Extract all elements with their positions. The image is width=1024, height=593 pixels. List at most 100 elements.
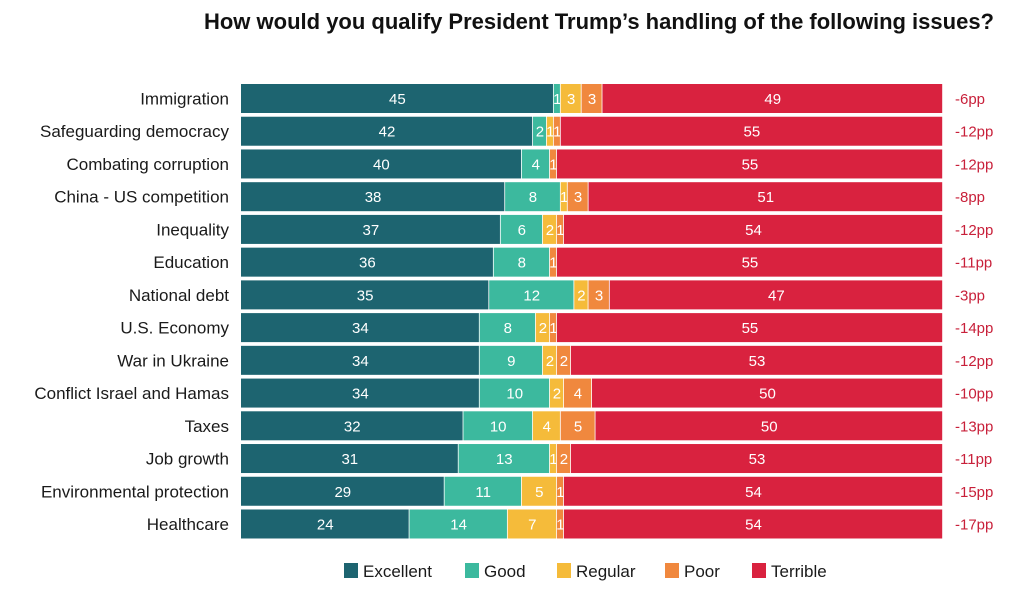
chart-title: How would you qualify President Trump’s … [204, 9, 994, 34]
bar-segment-terrible [563, 214, 943, 244]
net-difference-label: -14pp [955, 320, 993, 337]
bar-segment-good [489, 280, 574, 310]
legend-label-poor: Poor [684, 562, 720, 581]
bar-segment-regular [546, 116, 553, 146]
bar-value-label: 2 [560, 451, 568, 468]
bar-segment-poor [549, 247, 557, 277]
bar-value-label: 2 [577, 287, 585, 304]
bar-segment-poor [556, 444, 571, 474]
bar-value-label: 55 [742, 156, 759, 173]
net-difference-label: -15pp [955, 484, 993, 501]
bar-value-label: 1 [546, 124, 554, 141]
category-label: Safeguarding democracy [40, 122, 230, 141]
bar-value-label: 3 [588, 91, 596, 108]
net-difference-label: -13pp [955, 418, 993, 435]
bar-value-label: 45 [389, 91, 406, 108]
net-difference-label: -12pp [955, 124, 993, 141]
category-label: National debt [129, 286, 229, 305]
bar-value-label: 40 [373, 156, 390, 173]
bar-segment-excellent [241, 509, 409, 539]
legend-label-good: Good [484, 562, 526, 581]
bar-segment-regular [560, 182, 567, 212]
category-label: Education [153, 253, 229, 272]
bar-value-label: 14 [450, 516, 467, 533]
bar-segment-excellent [241, 116, 533, 146]
bar-value-label: 49 [764, 91, 781, 108]
bar-segment-excellent [241, 149, 521, 179]
bar-value-label: 1 [549, 320, 557, 337]
bar-segment-terrible [609, 280, 943, 310]
bar-value-label: 2 [546, 353, 554, 370]
bar-segment-poor [556, 214, 564, 244]
category-label: Combating corruption [66, 155, 229, 174]
bar-value-label: 54 [745, 516, 762, 533]
bar-value-label: 53 [749, 353, 766, 370]
bar-value-label: 1 [549, 156, 557, 173]
category-label: Inequality [156, 220, 229, 239]
legend-swatch-regular [557, 563, 571, 578]
bar-segment-regular [535, 313, 550, 343]
net-difference-label: -11pp [955, 451, 992, 468]
bar-segment-excellent [241, 84, 553, 113]
bar-value-label: 1 [556, 516, 564, 533]
bar-value-label: 4 [532, 156, 540, 173]
bar-value-label: 55 [744, 124, 761, 141]
bar-segment-good [479, 313, 536, 343]
bar-value-label: 12 [523, 287, 540, 304]
bar-value-label: 42 [379, 124, 396, 141]
bar-value-label: 3 [595, 287, 603, 304]
bar-segment-good [500, 214, 543, 244]
bar-value-label: 34 [352, 386, 369, 403]
net-difference-label: -12pp [955, 156, 993, 173]
bar-value-label: 29 [334, 484, 351, 501]
bar-value-label: 51 [757, 189, 774, 206]
bar-value-label: 54 [745, 484, 762, 501]
bar-segment-good [463, 411, 533, 441]
bar-value-label: 32 [344, 418, 361, 435]
net-difference-label: -17pp [955, 516, 993, 533]
bar-value-label: 1 [549, 451, 557, 468]
bar-segment-poor [556, 509, 564, 539]
bar-value-label: 8 [529, 189, 537, 206]
bar-segment-excellent [241, 476, 444, 506]
bar-segment-poor [560, 411, 595, 441]
bar-value-label: 5 [574, 418, 582, 435]
category-label: Environmental protection [41, 482, 229, 501]
category-label: Job growth [146, 450, 229, 469]
bar-segment-terrible [570, 444, 943, 474]
bar-segment-poor [563, 378, 592, 408]
bar-value-label: 10 [506, 386, 523, 403]
bar-segment-good [553, 84, 560, 113]
bar-value-label: 47 [768, 287, 785, 304]
bar-value-label: 2 [536, 124, 544, 141]
bar-segment-good [532, 116, 547, 146]
category-label: U.S. Economy [120, 319, 229, 338]
bar-value-label: 35 [357, 287, 374, 304]
bar-value-label: 1 [553, 124, 561, 141]
bar-segment-terrible [556, 149, 943, 179]
legend-label-terrible: Terrible [771, 562, 827, 581]
bar-segment-terrible [556, 313, 943, 343]
bar-value-label: 8 [504, 320, 512, 337]
bar-value-label: 4 [574, 386, 582, 403]
bar-value-label: 38 [365, 189, 382, 206]
bar-value-label: 2 [539, 320, 547, 337]
bar-segment-good [458, 444, 550, 474]
bar-value-label: 24 [317, 516, 334, 533]
bar-segment-regular [560, 84, 581, 113]
bar-value-label: 13 [496, 451, 513, 468]
legend-label-regular: Regular [576, 562, 636, 581]
bar-segment-regular [549, 444, 557, 474]
bar-value-label: 55 [742, 255, 759, 272]
bar-segment-excellent [241, 313, 479, 343]
bar-value-label: 3 [574, 189, 582, 206]
bar-value-label: 2 [553, 386, 561, 403]
bar-segment-excellent [241, 280, 489, 310]
legend-swatch-good [465, 563, 479, 578]
bar-value-label: 2 [546, 222, 554, 239]
bar-segment-poor [581, 84, 602, 113]
bar-segment-excellent [241, 411, 463, 441]
bar-segment-excellent [241, 214, 500, 244]
bar-value-label: 10 [490, 418, 507, 435]
